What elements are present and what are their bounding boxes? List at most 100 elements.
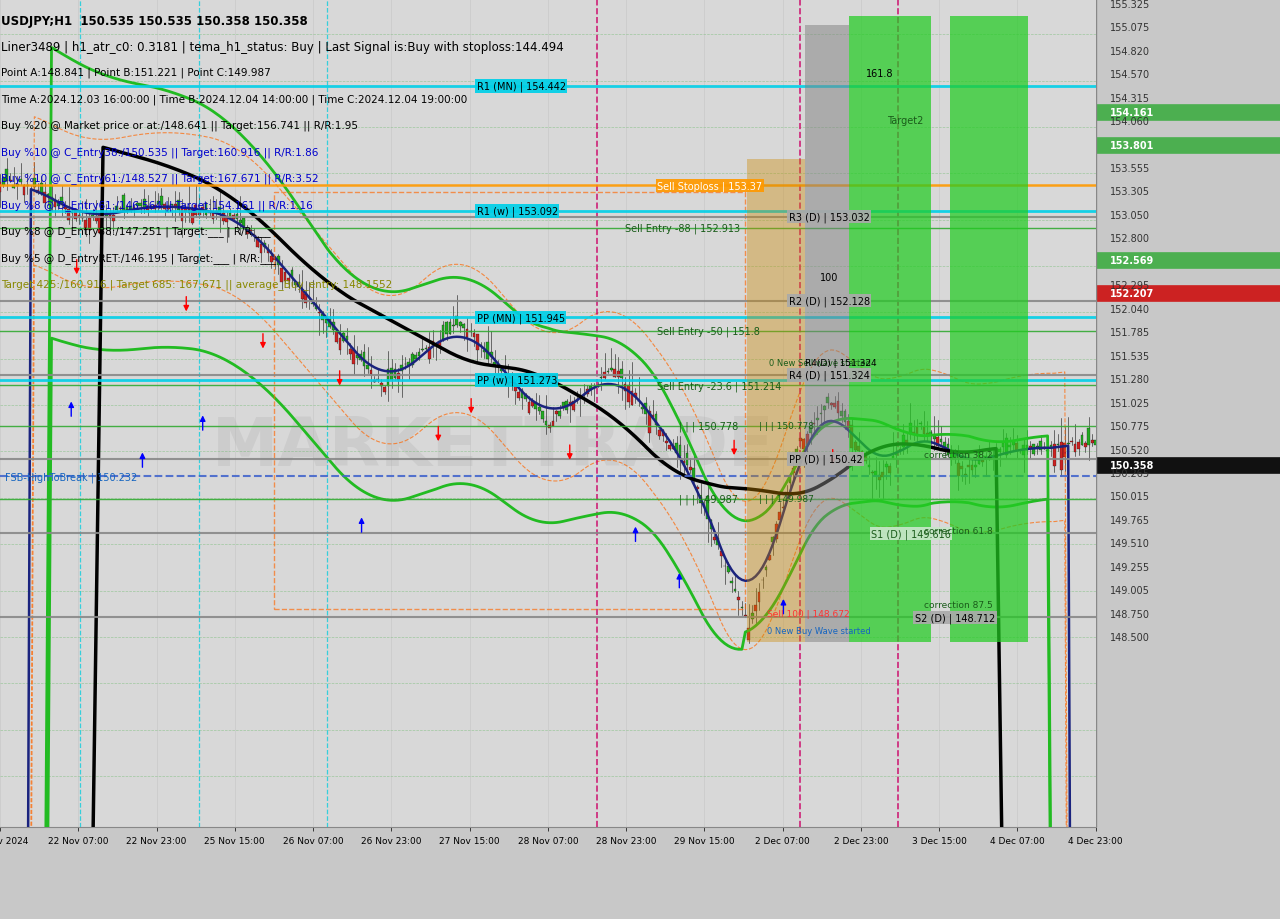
Text: 150.775: 150.775 <box>1111 422 1151 432</box>
Bar <box>246 230 248 234</box>
Bar <box>678 445 681 457</box>
Bar <box>538 407 540 412</box>
Bar <box>764 567 767 571</box>
Bar <box>284 273 287 282</box>
Bar <box>188 210 191 213</box>
Bar <box>682 462 685 464</box>
Bar <box>339 338 342 351</box>
Bar <box>401 366 403 371</box>
Text: 154.315: 154.315 <box>1111 94 1151 104</box>
Bar <box>511 382 513 383</box>
Bar <box>236 215 238 220</box>
Bar <box>666 442 668 444</box>
Bar <box>109 216 111 219</box>
Bar <box>64 208 67 210</box>
Bar <box>1015 443 1018 451</box>
Text: 154.820: 154.820 <box>1111 47 1151 57</box>
Bar <box>287 279 289 282</box>
Text: Sell Entry -88 | 152.913: Sell Entry -88 | 152.913 <box>625 223 740 233</box>
Bar <box>840 412 842 416</box>
Bar <box>335 331 338 343</box>
Bar <box>5 170 8 181</box>
Text: Buy %8 @ D_Entry61:/146.564 || Target:154.161 || R/R:1.16: Buy %8 @ D_Entry61:/146.564 || Target:15… <box>1 199 312 210</box>
Bar <box>291 270 293 278</box>
Bar <box>568 403 572 406</box>
Text: 150.358: 150.358 <box>1111 460 1155 471</box>
Bar <box>417 352 420 357</box>
Bar <box>260 245 262 254</box>
Bar <box>225 217 228 222</box>
Text: Sell Entry -23.6 | 151.214: Sell Entry -23.6 | 151.214 <box>658 380 782 391</box>
Bar <box>297 283 301 288</box>
Bar <box>280 269 283 283</box>
Bar <box>36 190 40 194</box>
Text: 0 New Sell wave started: 0 New Sell wave started <box>769 358 872 368</box>
Bar <box>737 597 740 600</box>
Bar <box>827 397 829 403</box>
Bar <box>648 412 650 433</box>
Text: 150.520: 150.520 <box>1111 445 1151 455</box>
Bar <box>74 210 77 220</box>
Bar <box>748 160 805 641</box>
Bar <box>445 323 448 335</box>
Text: 152.800: 152.800 <box>1111 234 1151 244</box>
Bar <box>788 478 791 483</box>
Bar <box>774 524 778 539</box>
Bar <box>817 418 819 421</box>
Bar <box>111 216 115 222</box>
Text: 0 New Buy Wave started: 0 New Buy Wave started <box>767 626 870 635</box>
Bar <box>847 422 850 429</box>
Text: Sell 100 | 148.672: Sell 100 | 148.672 <box>767 609 850 618</box>
Text: R1 (MN) | 154.442: R1 (MN) | 154.442 <box>476 82 566 92</box>
Bar <box>438 341 442 348</box>
Bar <box>180 209 183 222</box>
Bar <box>923 428 925 435</box>
Bar <box>253 235 256 237</box>
Bar <box>1029 446 1032 449</box>
Bar <box>621 370 623 379</box>
Bar <box>15 185 18 187</box>
Bar <box>833 403 836 408</box>
Bar <box>758 592 760 602</box>
Text: Buy %10 @ C_Entry61:/148.527 || Target:167.671 || R/R:3.52: Buy %10 @ C_Entry61:/148.527 || Target:1… <box>1 173 319 184</box>
Bar <box>579 395 582 397</box>
Bar <box>394 370 397 379</box>
Bar <box>882 473 884 478</box>
Bar <box>1001 443 1005 447</box>
Text: 148.500: 148.500 <box>1111 632 1151 642</box>
Bar <box>380 384 383 387</box>
Text: correction 61.8: correction 61.8 <box>924 527 992 535</box>
Bar <box>184 209 187 213</box>
Bar <box>998 449 1001 452</box>
Bar <box>799 439 801 442</box>
Bar <box>905 440 908 446</box>
Bar <box>658 431 660 437</box>
Bar <box>884 464 887 468</box>
Bar <box>442 326 444 339</box>
Text: 148.750: 148.750 <box>1111 609 1151 619</box>
Bar <box>78 216 81 218</box>
Text: PP (MN) | 151.945: PP (MN) | 151.945 <box>476 312 564 323</box>
Bar <box>431 342 434 345</box>
Text: 153.555: 153.555 <box>1111 164 1151 174</box>
Bar <box>719 551 723 556</box>
Bar <box>125 208 128 212</box>
Bar <box>984 457 987 460</box>
Bar <box>713 538 716 540</box>
Text: PP (w) | 151.273: PP (w) | 151.273 <box>476 375 557 386</box>
Bar <box>850 425 854 449</box>
Bar <box>1043 447 1046 449</box>
Bar <box>58 203 60 207</box>
Bar <box>219 208 221 212</box>
Text: 152.295: 152.295 <box>1111 280 1151 290</box>
Text: USDJPY;H1  150.535 150.535 150.358 150.358: USDJPY;H1 150.535 150.535 150.358 150.35… <box>1 15 308 28</box>
Bar <box>868 465 870 468</box>
Text: 161.8: 161.8 <box>865 69 893 79</box>
Bar <box>892 457 895 460</box>
Bar <box>717 539 719 546</box>
Bar <box>366 365 369 369</box>
Bar <box>415 356 417 359</box>
Bar <box>1094 440 1097 446</box>
Text: 155.075: 155.075 <box>1111 23 1151 33</box>
Bar <box>1084 444 1087 448</box>
